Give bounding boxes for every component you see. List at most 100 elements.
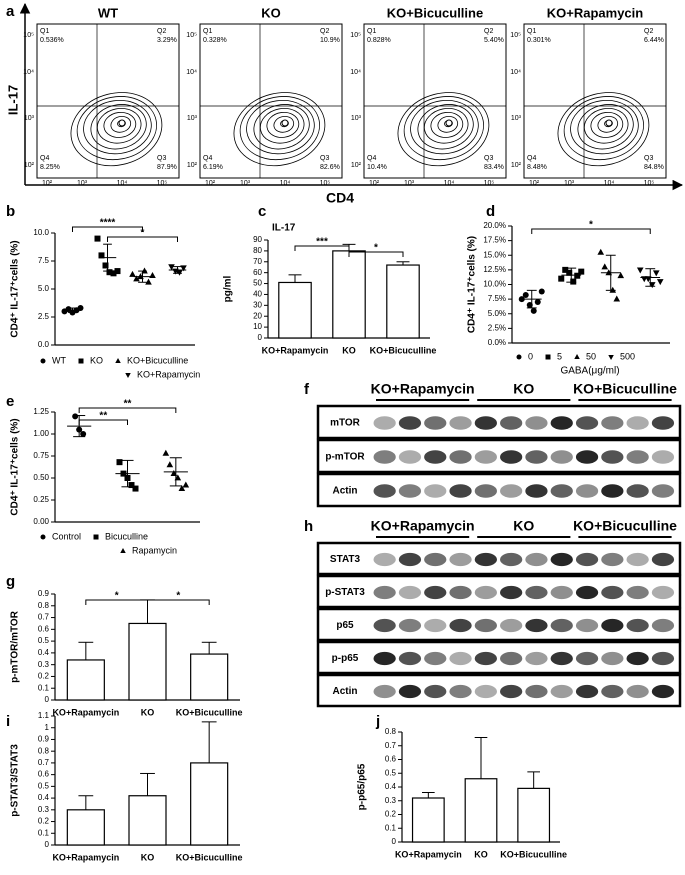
quadrant-name: Q2 [644,28,653,35]
blot-band [449,552,472,567]
data-point [116,459,123,466]
panel-label: a [6,3,15,20]
data-point [145,278,152,285]
quadrant-name: Q3 [320,155,329,162]
flow-x-tick: 10⁴ [117,180,128,187]
significance-bracket [348,251,404,257]
legend-marker [120,548,126,553]
quadrant-name: Q3 [644,155,653,162]
y-tick-label: 15.0% [483,250,506,259]
significance-label: ** [99,411,107,422]
significance-label: * [115,591,119,602]
flow-frame [36,23,180,179]
blot-band [500,450,523,464]
data-point [636,267,644,274]
flow-y-tick: 10³ [24,115,35,122]
blot-band [474,450,497,464]
legend-label: Bicuculline [105,531,148,541]
data-point [98,252,105,259]
blot-band [651,484,675,498]
blot-frame [316,541,682,576]
blot-group-label: KO [513,381,534,397]
quadrant-name: Q2 [157,28,166,35]
blot-band [575,618,599,633]
flow-frame [523,23,667,179]
blot-band [651,450,675,464]
y-axis-label: CD4⁺ IL-17⁺cells (%) [10,240,21,337]
contour [437,115,459,133]
flow-x-tick: 10³ [564,180,575,187]
x-tick-label: KO+Bicuculline [176,707,243,717]
blot-band [474,684,497,699]
blot-band [575,552,599,567]
quadrant-name: Q3 [484,155,493,162]
legend-marker [78,358,84,364]
y-tick-label: 70 [253,257,262,266]
significance-label: * [374,243,378,254]
blot-band [550,416,573,430]
blot-band [474,585,497,600]
data-point [578,268,585,275]
significance-bracket [294,245,350,251]
data-point [166,461,174,468]
significance-label: *** [316,237,328,248]
data-point [72,413,79,420]
y-tick-label: 50 [253,279,262,288]
contour [83,99,152,155]
blot-row-label: Actin [333,486,358,497]
flow-y-tick: 10⁵ [350,32,361,39]
quadrant-value: 10.4% [367,164,387,171]
x-tick-label: KO [342,345,356,355]
x-tick-label: KO+Bicuculline [370,345,437,355]
blot-band [626,450,649,464]
data-point [106,269,113,276]
blot-band [398,585,422,600]
legend-marker [574,354,580,359]
y-tick-label: 1.00 [33,429,49,438]
blot-band [424,552,447,567]
blot-band [601,484,624,498]
legend-marker [516,354,522,360]
blot-band [626,484,649,498]
data-point [132,485,139,492]
blot-row-label: STAT3 [330,554,361,565]
panel-label: h [304,518,313,535]
y-tick-label: 2.5 [38,312,50,321]
blot-band [525,618,548,633]
panel-label: j [375,713,380,730]
blot-band [575,416,599,430]
blot-band [575,585,599,600]
blot-band [601,651,624,666]
contour-center [605,119,613,127]
x-tick-label: KO+Bicuculline [176,852,243,862]
blot-band [424,585,447,600]
y-tick-label: 80 [253,246,262,255]
flow-y-tick: 10³ [187,115,198,122]
bar [190,653,229,701]
blot-band [424,450,447,464]
blot-row-label: p65 [336,620,354,631]
legend-marker [545,354,551,360]
data-point [566,269,573,276]
data-point [110,270,117,277]
data-point [518,296,525,303]
y-axis-label: p-STAT3/STAT3 [10,744,21,817]
y-tick-label: 5.0 [38,284,50,293]
y-tick-label: 1.1 [38,711,50,720]
contour [273,115,295,133]
data-point [656,279,664,286]
blot-band [373,450,396,464]
y-tick-label: 0.1 [38,683,50,692]
contour [266,111,300,138]
quadrant-value: 6.19% [203,164,223,171]
blot-band [449,585,472,600]
contour [246,99,315,155]
blot-band [550,450,573,464]
blot-band [601,416,624,430]
blot-band [424,484,447,498]
contour [570,99,639,155]
blot-band [500,552,523,567]
blot-band [424,651,447,666]
quadrant-value: 5.40% [484,37,504,44]
